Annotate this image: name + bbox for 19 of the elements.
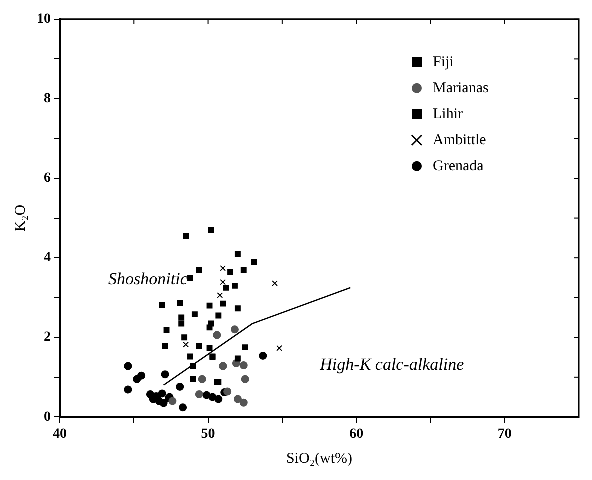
- annotation: Shoshonitic: [108, 269, 188, 288]
- x-tick-label: 40: [53, 427, 67, 442]
- x-tick-label: 70: [498, 427, 512, 442]
- legend-label: Marianas: [433, 80, 489, 96]
- y-axis-title: K₂O: [12, 204, 29, 232]
- legend-label: Fiji: [433, 54, 454, 70]
- legend-label: Lihir: [433, 106, 463, 122]
- y-tick-label: 8: [44, 92, 51, 107]
- y-tick-label: 10: [37, 12, 51, 28]
- legend-label: Grenada: [433, 158, 484, 174]
- x-tick-label: 60: [350, 427, 364, 442]
- legend-label: Ambittle: [433, 132, 487, 148]
- y-tick-label: 2: [44, 330, 51, 346]
- y-tick-label: 6: [44, 171, 51, 186]
- x-axis-title: SiO₂(wt%): [286, 450, 353, 467]
- y-tick-label: 0: [44, 410, 51, 425]
- annotation: High-K calc-alkaline: [319, 354, 465, 374]
- y-tick-label: 4: [44, 250, 51, 266]
- x-tick-label: 50: [201, 427, 216, 442]
